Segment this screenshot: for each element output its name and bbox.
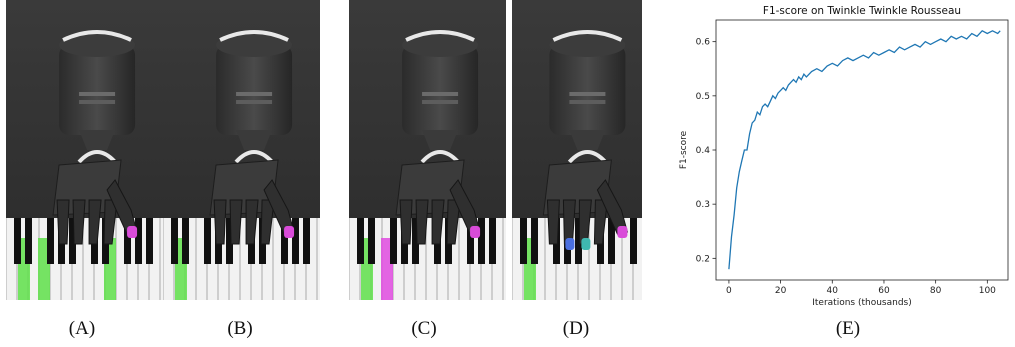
caption-e: (E)	[835, 318, 861, 339]
x-axis-ticks: 0 20 40 60 80 100	[726, 280, 996, 296]
panel-d	[512, 0, 669, 300]
y-tick-label: 0.3	[696, 200, 710, 210]
x-axis-label: Iterations (thousands)	[812, 298, 912, 308]
x-tick-label: 0	[726, 286, 732, 296]
plot-frame	[715, 19, 1009, 281]
y-tick-label: 0.5	[696, 92, 710, 102]
robot-hand-render-c	[349, 0, 506, 300]
robot-hand-render-a	[6, 0, 163, 300]
panel-b	[163, 0, 320, 300]
caption-d: (D)	[562, 318, 590, 339]
y-tick-label: 0.2	[696, 254, 710, 264]
f1-score-series-line	[728, 29, 1001, 270]
f1-score-chart: F1-score on Twinkle Twinkle Rousseau 0 20…	[679, 5, 1009, 308]
y-tick-label: 0.4	[696, 146, 711, 156]
robot-hand-render-b	[163, 0, 320, 300]
panel-a	[6, 0, 163, 300]
y-axis-ticks: 0.2 0.3 0.4 0.5 0.6	[696, 38, 716, 264]
chart-title: F1-score on Twinkle Twinkle Rousseau	[763, 5, 961, 17]
y-tick-label: 0.6	[696, 38, 711, 48]
y-axis-label: F1-score	[679, 130, 689, 169]
x-tick-label: 80	[930, 286, 942, 296]
panel-c	[349, 0, 506, 300]
x-tick-label: 20	[775, 286, 787, 296]
x-tick-label: 100	[979, 286, 996, 296]
caption-a: (A)	[68, 318, 96, 339]
x-tick-label: 60	[878, 286, 890, 296]
caption-c: (C)	[411, 318, 437, 339]
caption-b: (B)	[227, 318, 253, 339]
x-tick-label: 40	[827, 286, 839, 296]
robot-hand-render-d	[512, 0, 642, 300]
